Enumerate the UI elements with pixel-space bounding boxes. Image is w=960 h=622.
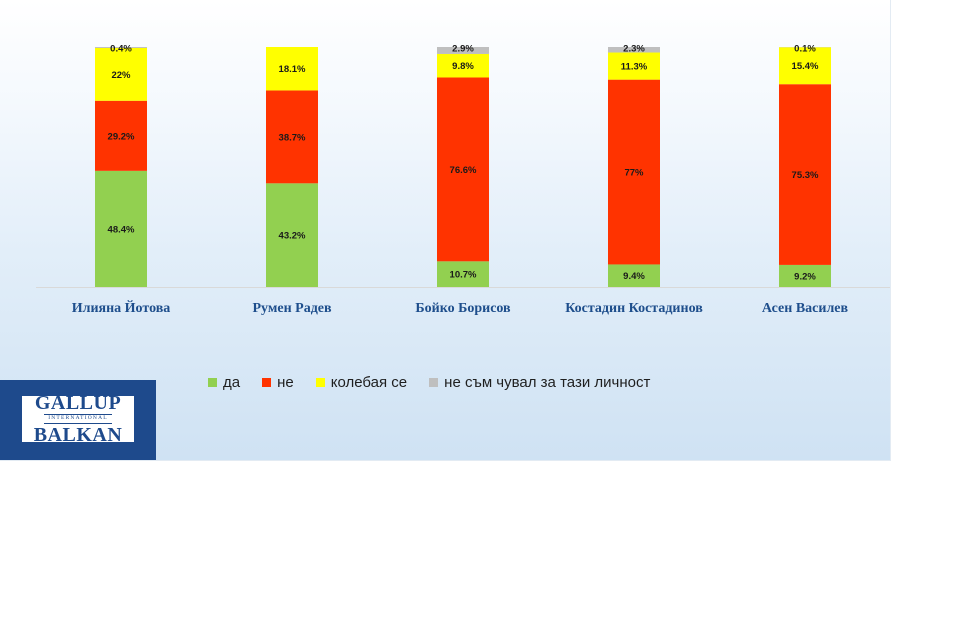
bar-radev-kolebaya [266,47,318,91]
category-label-yotova: Илияна Йотова [72,299,171,316]
legend-item-da: да [208,374,240,391]
category-label-kostadinov: Костадин Костадинов [565,301,703,316]
data-label-kostadinov-ne-sam-chuval: 2.3% [623,44,645,55]
data-label-yotova-ne: 29.2% [108,131,135,142]
bar-yotova-kolebaya [95,47,147,101]
gallup-logo: GALLUP INTERNATIONAL BALKAN [0,380,156,460]
logo-text-international: INTERNATIONAL [44,414,112,424]
category-label-borisov: Бойко Борисов [415,301,511,316]
legend-item-ne-sam-chuval: не съм чувал за тази личност [429,374,650,391]
data-label-kostadinov-kolebaya: 11.3% [621,62,648,73]
legend-item-kolebaya: колебая се [315,373,408,391]
bar-kostadinov-kolebaya [608,52,660,80]
legend-swatch-ne-sam-chuval [429,377,439,387]
legend-label-ne-sam-chuval: не съм чувал за тази личност [444,373,651,391]
data-label-kostadinov-da: 9.4% [623,271,645,282]
logo-text-balkan: BALKAN [33,423,123,446]
data-label-borisov-ne-sam-chuval: 2.9% [452,44,474,55]
legend-swatch-ne [262,377,272,387]
data-label-yotova-ne-sam-chuval: 0.4% [110,44,132,55]
data-label-borisov-ne: 76.6% [450,165,477,176]
chart-legend: да не колебая се не съм чувал за тази ли… [208,372,672,392]
data-label-borisov-da: 10.7% [450,270,477,281]
chart-panel: 48.4% 29.2% 22% 0.4% Илияна Йотова 43.2% 38.7%… [0,0,891,461]
data-label-kostadinov-ne: 77% [624,168,644,179]
bar-vasilev-da [779,264,831,287]
legend-label-kolebaya: колебая се [330,373,408,391]
data-label-radev-ne: 38.7% [279,132,306,143]
bar-yotova-ne-sam-chuval [95,47,147,48]
bar-borisov-ne-sam-chuval [437,47,489,54]
legend-item-ne: не [262,374,294,391]
data-label-yotova-kolebaya: 22% [111,70,131,81]
bar-vasilev-ne [779,84,831,265]
data-label-vasilev-ne-sam-chuval: 0.1% [794,44,816,55]
data-label-vasilev-ne: 75.3% [792,170,819,181]
gallup-logo-badge: GALLUP INTERNATIONAL BALKAN [22,392,134,446]
bar-kostadinov-da [608,264,660,287]
legend-swatch-kolebaya [315,377,325,387]
bar-vasilev-kolebaya [779,47,831,85]
data-label-radev-kolebaya: 18.1% [279,64,306,75]
category-label-vasilev: Асен Василев [762,301,849,316]
legend-swatch-da [208,377,217,387]
data-label-yotova-da: 48.4% [108,224,135,235]
data-label-vasilev-kolebaya: 15.4% [792,61,819,72]
stacked-bar-chart: 48.4% 29.2% 22% 0.4% Илияна Йотова 43.2% 38.7%… [36,44,890,316]
bar-yotova-ne [95,100,147,171]
data-label-vasilev-da: 9.2% [794,271,816,282]
bar-radev-da [266,183,318,287]
category-label-radev: Румен Радев [252,301,332,316]
bar-radev-ne [266,90,318,184]
bar-kostadinov-ne-sam-chuval [608,47,660,53]
legend-label-da: да [223,373,241,391]
legend-label-ne: не [277,373,294,391]
bar-borisov-kolebaya [437,53,489,78]
data-label-borisov-kolebaya: 9.8% [452,61,474,72]
logo-text-gallup: GALLUP [34,392,122,415]
data-label-radev-da: 43.2% [279,231,306,242]
bar-borisov-ne [437,77,489,262]
bar-borisov-da [437,261,489,287]
bar-kostadinov-ne [608,79,660,265]
bar-yotova-da [95,170,147,287]
